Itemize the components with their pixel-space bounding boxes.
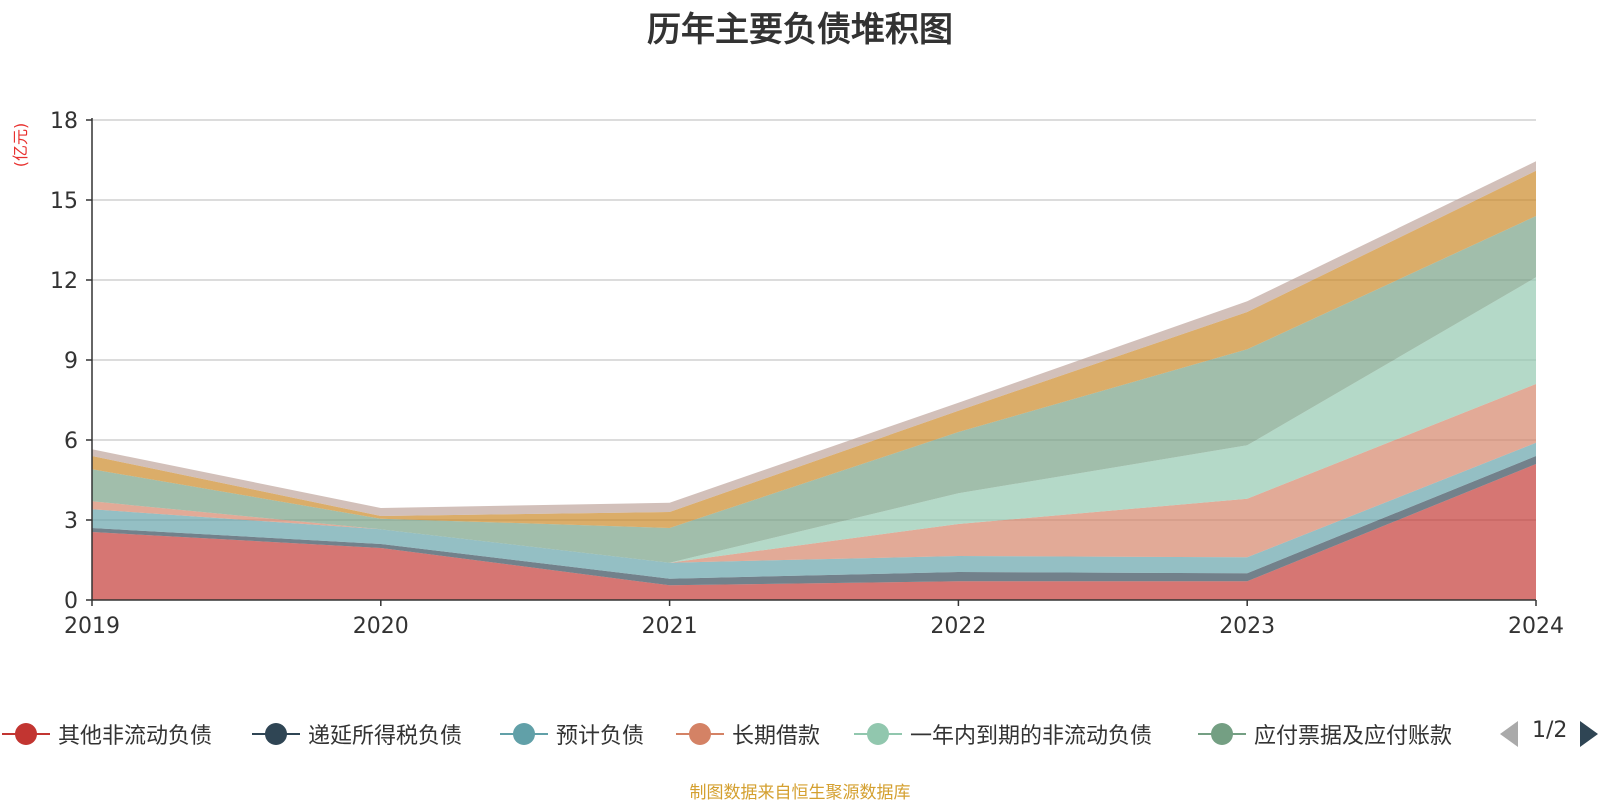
pager-next-icon[interactable] bbox=[1580, 721, 1598, 747]
area-series-5[interactable] bbox=[92, 216, 1536, 563]
legend-label: 应付票据及应付账款 bbox=[1254, 724, 1453, 749]
legend-item-other-noncurrent[interactable]: 其他非流动负债 bbox=[0, 714, 212, 754]
y-tick-label: 3 bbox=[64, 509, 78, 534]
y-tick-label: 9 bbox=[64, 349, 78, 374]
chart-title: 历年主要负债堆积图 bbox=[647, 10, 953, 50]
legend-item-notes-accounts-payable[interactable]: 应付票据及应付账款 bbox=[1196, 714, 1452, 754]
chart-area: 0 3 6 9 12 15 18 2019 2020 2021 2022 2023 2024 (亿元) bbox=[11, 109, 1564, 639]
source-note: 制图数据来自恒生聚源数据库 bbox=[689, 783, 911, 803]
area-series-2[interactable] bbox=[92, 442, 1536, 579]
area-series-4[interactable] bbox=[92, 277, 1536, 563]
x-tick-label: 2023 bbox=[1219, 614, 1275, 639]
axes bbox=[86, 118, 1537, 606]
legend-marker-icon bbox=[250, 714, 302, 754]
y-tick-label: 12 bbox=[50, 269, 78, 294]
x-tick-label: 2022 bbox=[930, 614, 986, 639]
legend-label: 递延所得税负债 bbox=[308, 724, 463, 749]
stacked-areas bbox=[92, 161, 1536, 600]
y-tick-label: 0 bbox=[64, 589, 78, 614]
y-tick-label: 6 bbox=[64, 429, 78, 454]
y-tick-label: 15 bbox=[50, 189, 78, 214]
legend-item-deferred-tax[interactable]: 递延所得税负债 bbox=[250, 714, 462, 754]
area-series-0[interactable] bbox=[92, 464, 1536, 600]
legend-item-current-portion[interactable]: 一年内到期的非流动负债 bbox=[852, 714, 1152, 754]
area-series-6[interactable] bbox=[92, 170, 1536, 528]
legend-label: 预计负债 bbox=[556, 724, 645, 749]
y-tick-label: 18 bbox=[50, 109, 78, 134]
legend-marker-icon bbox=[852, 714, 904, 754]
pager-prev-icon[interactable] bbox=[1500, 721, 1518, 747]
x-tick-label: 2021 bbox=[642, 614, 698, 639]
tick-labels: 0 3 6 9 12 15 18 2019 2020 2021 2022 2023 2024 bbox=[50, 109, 1564, 639]
area-series-7[interactable] bbox=[92, 161, 1536, 517]
legend-label: 一年内到期的非流动负债 bbox=[910, 724, 1153, 749]
y-axis-unit-label: (亿元) bbox=[11, 123, 30, 168]
legend-item-provisions[interactable]: 预计负债 bbox=[498, 714, 644, 754]
x-tick-label: 2019 bbox=[64, 614, 120, 639]
legend: 其他非流动负债 递延所得税负债 预计负债 长期借款 一年内到期的非流动负债 应付… bbox=[0, 714, 1600, 754]
legend-marker-icon bbox=[498, 714, 550, 754]
legend-marker-icon bbox=[674, 714, 726, 754]
x-tick-label: 2020 bbox=[353, 614, 409, 639]
legend-label: 其他非流动负债 bbox=[58, 724, 213, 749]
legend-marker-icon bbox=[0, 714, 52, 754]
legend-marker-icon bbox=[1196, 714, 1248, 754]
pager-indicator: 1/2 bbox=[1532, 718, 1568, 743]
legend-pager: 1/2 bbox=[1500, 714, 1600, 754]
area-series-1[interactable] bbox=[92, 456, 1536, 586]
legend-item-long-term-loans[interactable]: 长期借款 bbox=[674, 714, 820, 754]
area-series-3[interactable] bbox=[92, 384, 1536, 563]
legend-label: 长期借款 bbox=[732, 724, 821, 749]
x-tick-label: 2024 bbox=[1508, 614, 1564, 639]
